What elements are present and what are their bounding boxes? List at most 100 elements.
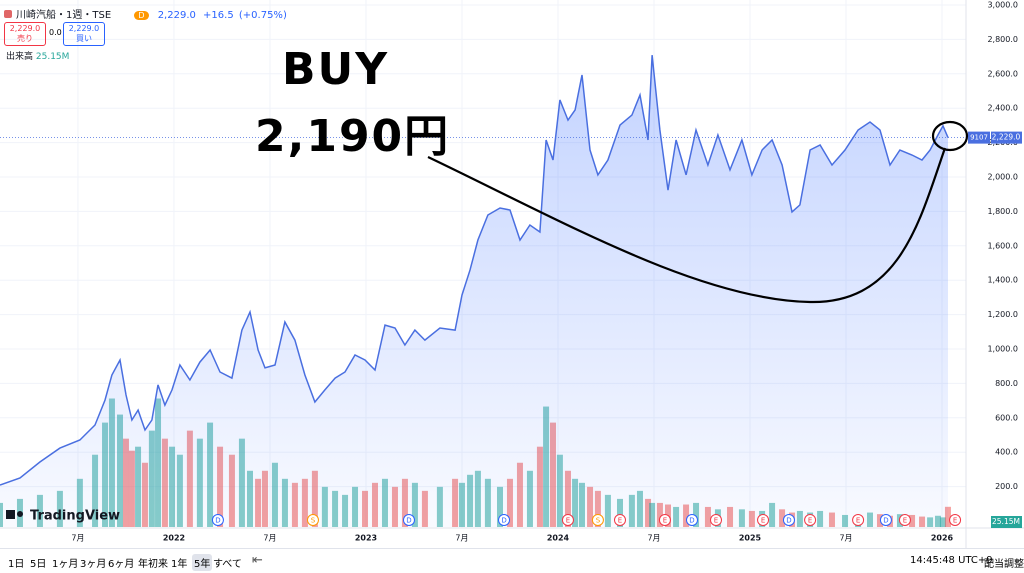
clock: 14:45:48 UTC+9 <box>910 555 993 566</box>
x-tick-label: 2025 <box>739 534 762 543</box>
volume-name: 出来高 <box>6 52 34 62</box>
event-marker <box>879 514 892 526</box>
y-tick-label: 1,600.0 <box>987 241 1018 250</box>
buy-button[interactable]: 2,229.0 買い <box>63 22 105 46</box>
range-button[interactable]: 1年 <box>171 559 188 570</box>
y-tick-label: 1,000.0 <box>987 345 1018 354</box>
x-tick-label: 2022 <box>163 534 185 543</box>
chart: 200.0 400.0 600.0 800.0 1,000.0 1,200.0 1,400.… <box>0 0 1024 548</box>
event-label: S <box>311 517 316 525</box>
event-label: D <box>786 517 791 525</box>
event-marker <box>498 514 511 526</box>
chip[interactable]: D <box>134 11 149 20</box>
compare-icon[interactable]: ⇤ <box>252 553 263 568</box>
event-label: D <box>215 517 220 525</box>
event-label: E <box>618 517 622 525</box>
price <box>0 55 966 527</box>
range-button[interactable]: 1ヶ月 <box>52 559 79 570</box>
x-tick-label: 7月 <box>455 534 468 543</box>
event-marker <box>402 514 415 526</box>
event-marker <box>591 514 604 526</box>
annotation: BUY <box>282 44 390 95</box>
y-tick-label: 2,400.0 <box>987 104 1018 113</box>
event-marker <box>898 514 911 526</box>
range-button[interactable]: 5年 <box>192 554 213 571</box>
event-marker <box>949 514 962 526</box>
event-marker <box>852 514 865 526</box>
y-tick-label: 2,000.0 <box>987 173 1018 182</box>
toolbar: ⇤ 14:45:48 UTC+9 配当調整 1日 5日 1ヶ月 3ヶ月 6ヶ月 年初来 1年… <box>0 548 1024 573</box>
y-tick-label: 600.0 <box>995 413 1018 422</box>
price: 2,229.0 <box>157 10 196 21</box>
logo <box>6 510 23 519</box>
change: +16.5 <box>203 10 234 21</box>
range-button[interactable]: 1日 <box>8 559 25 570</box>
x-tick-label: 7月 <box>647 534 660 543</box>
symbol-code: 9107 <box>970 134 988 142</box>
y-tick-label: 1,200.0 <box>987 310 1018 319</box>
x-tick-label: 2026 <box>931 534 954 543</box>
symbol-icon <box>4 10 12 18</box>
range-button[interactable]: すべて <box>213 559 242 570</box>
x-tick-label: 2023 <box>355 534 377 543</box>
event-marker <box>561 514 574 526</box>
volume-tag <box>991 516 1022 528</box>
volume-tag-label: 25.15M <box>992 517 1020 526</box>
event-label: E <box>808 517 812 525</box>
range-button[interactable]: 年初来 <box>138 559 168 570</box>
y-tick-label: 2,800.0 <box>987 35 1018 44</box>
volume-legend: 出来高 25.15M <box>6 49 69 62</box>
event-marker <box>804 514 817 526</box>
y-tick-label: 200.0 <box>995 482 1018 491</box>
symbol-tag <box>968 131 990 144</box>
y-tick-label: 2,600.0 <box>987 69 1018 78</box>
event-label: D <box>883 517 888 525</box>
y-tick-label: 3,000.0 <box>987 1 1018 10</box>
event-marker <box>782 514 795 526</box>
event-label: E <box>856 517 860 525</box>
y-tick-label: 800.0 <box>995 379 1018 388</box>
event-label: E <box>761 517 765 525</box>
hand-circle <box>931 120 969 152</box>
y-tick-label: 1,400.0 <box>987 276 1018 285</box>
axes: 200.0 400.0 600.0 800.0 1,000.0 1,200.0 1,400.… <box>71 1 1022 543</box>
volume-last: 25.15M <box>35 52 70 62</box>
x-tick-label: 7月 <box>263 534 276 543</box>
event-marker <box>211 514 224 526</box>
buy-label: 買い <box>76 34 92 43</box>
change-pct: (+0.75%) <box>238 10 287 21</box>
event-marker <box>306 514 319 526</box>
sell-price: 2,229.0 <box>9 24 41 33</box>
range-button[interactable]: 3ヶ月 <box>80 559 107 570</box>
event-marker <box>613 514 626 526</box>
sell-label: 売り <box>17 34 33 43</box>
x-tick-label: 7月 <box>839 534 852 543</box>
event-marker <box>686 514 699 526</box>
sell-button[interactable]: 2,229.0 売り <box>4 22 46 46</box>
price-line <box>0 55 949 486</box>
event-label: E <box>903 517 907 525</box>
symbol: 川崎汽船・1週・TSE <box>16 10 112 21</box>
event-label: E <box>663 517 667 525</box>
range-button[interactable]: 5日 <box>30 559 47 570</box>
brand: TradingView <box>30 509 120 524</box>
buy-price: 2,229.0 <box>68 24 100 33</box>
event-marker <box>658 514 671 526</box>
adjust[interactable]: 配当調整 <box>984 559 1024 570</box>
price-tag-label: 2,229.0 <box>992 133 1021 142</box>
range-button[interactable]: 6ヶ月 <box>108 559 135 570</box>
event-label: D <box>689 517 694 525</box>
spread: 0.0 <box>49 28 62 37</box>
x-tick-label: 7月 <box>71 534 84 543</box>
event-label: E <box>714 517 718 525</box>
header: 川崎汽船・1週・TSE D 2,229.0 +16.5 (+0.75%) <box>4 6 287 21</box>
area <box>0 55 948 527</box>
x-tick-label: 2024 <box>547 534 570 543</box>
event-label: D <box>406 517 411 525</box>
event-label: D <box>501 517 506 525</box>
annotation: 2,190円 <box>255 111 451 162</box>
y-tick-label: 400.0 <box>995 448 1018 457</box>
event-label: E <box>953 517 957 525</box>
event-marker <box>757 514 770 526</box>
